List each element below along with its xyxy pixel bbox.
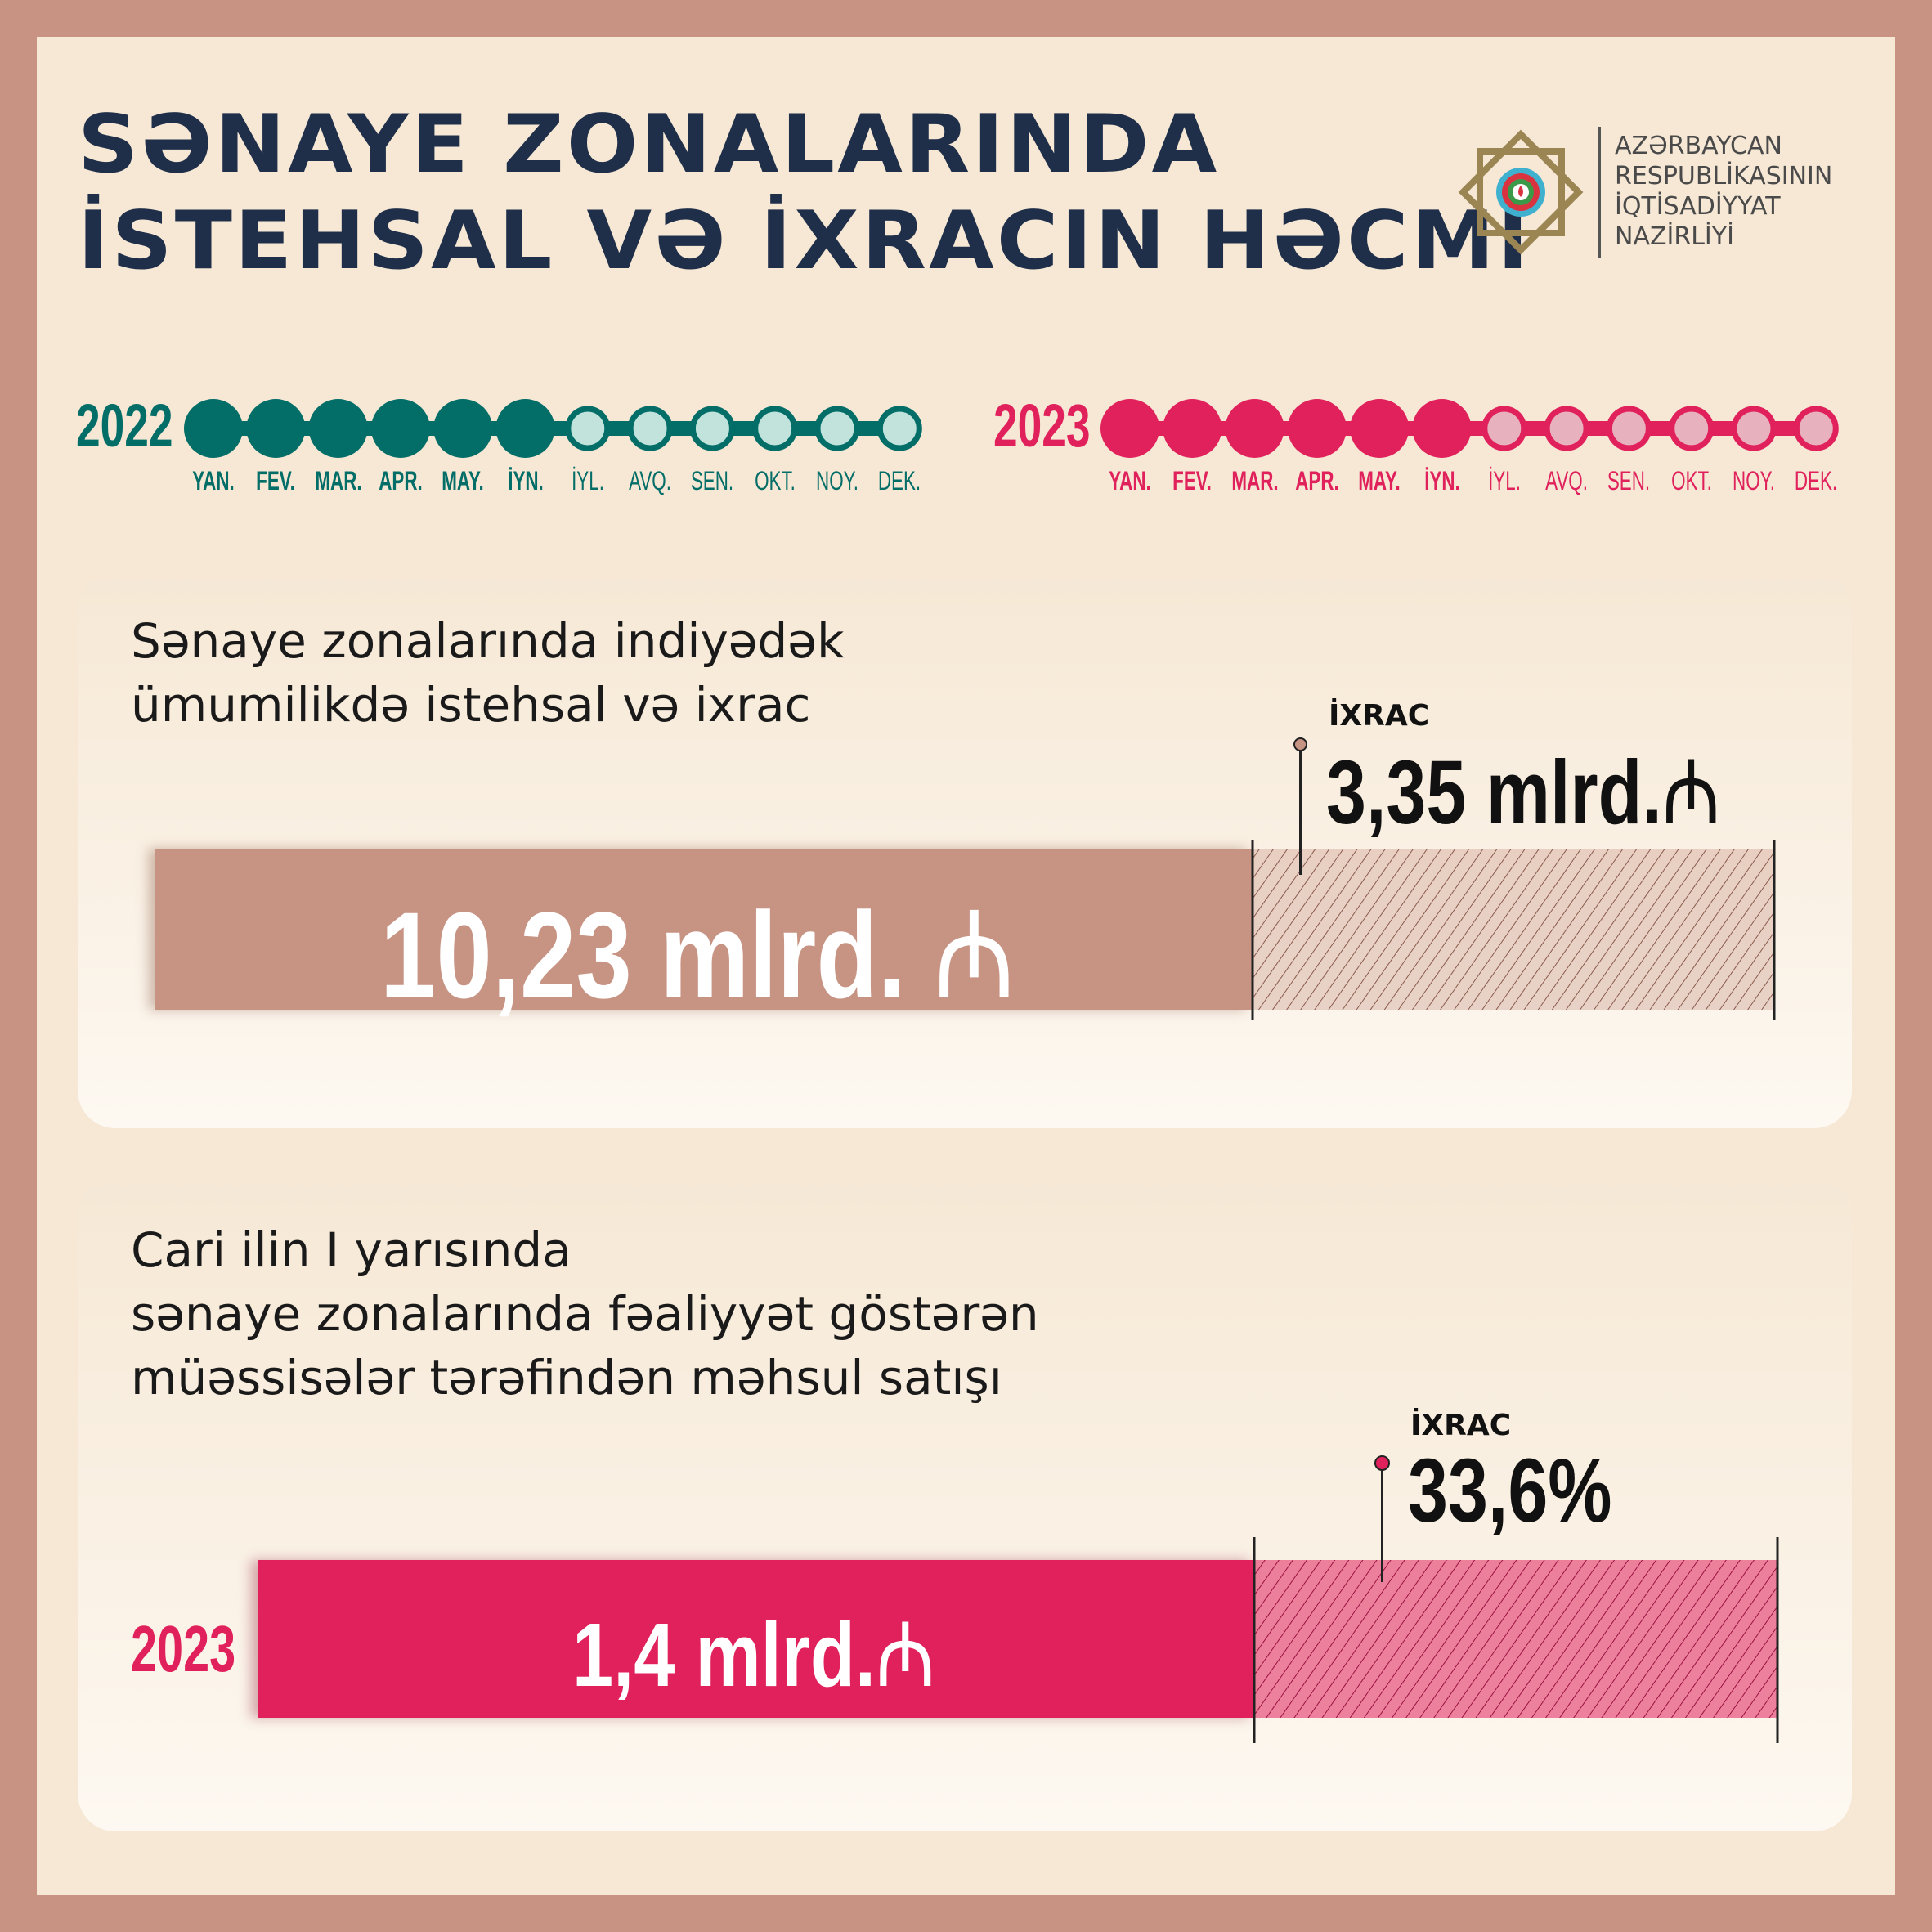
month-label: İYN. bbox=[1423, 466, 1460, 495]
month-dot-filled bbox=[1100, 399, 1159, 458]
month-dot-filled bbox=[1163, 399, 1222, 458]
manat-icon: ₼ bbox=[933, 886, 1015, 1024]
month-label: İYL. bbox=[1487, 466, 1521, 495]
total-value: 10,23 mlrd. ₼ bbox=[380, 886, 1015, 1024]
month-dot-filled bbox=[1225, 399, 1284, 458]
org-line: RESPUBLİKASININ bbox=[1615, 162, 1833, 191]
month-label: DEK. bbox=[878, 466, 921, 495]
export-label-2: İXRAC bbox=[1410, 1409, 1512, 1442]
export-value-2: 33,6% bbox=[1408, 1441, 1612, 1541]
month-label: APR. bbox=[379, 466, 423, 495]
card2-heading: Cari ilin I yarısında sənaye zonalarında… bbox=[131, 1218, 1039, 1410]
month-dot-empty bbox=[752, 406, 798, 451]
month-dot-filled bbox=[370, 399, 430, 458]
timeline-year-2022: 2022 bbox=[76, 392, 173, 459]
export-value-1: 3,35 mlrd.₼ bbox=[1326, 742, 1721, 843]
title-line-1: SƏNAYE ZONALARINDA bbox=[78, 98, 1220, 191]
month-dot-filled bbox=[1412, 399, 1472, 458]
month-label: İYN. bbox=[507, 466, 544, 495]
sales-year: 2023 bbox=[131, 1612, 236, 1685]
month-label: APR. bbox=[1295, 466, 1339, 495]
org-line: AZƏRBAYCAN bbox=[1615, 132, 1782, 160]
month-dot-empty bbox=[876, 406, 922, 451]
month-label: MAY. bbox=[1358, 466, 1401, 495]
month-dot-empty bbox=[1544, 406, 1589, 451]
pin-line bbox=[1381, 1464, 1383, 1582]
sales-value: 1,4 mlrd.₼ bbox=[572, 1605, 936, 1706]
manat-icon: ₼ bbox=[875, 1605, 936, 1706]
org-line: NAZİRLİYİ bbox=[1615, 222, 1734, 251]
month-dot-empty bbox=[814, 406, 860, 451]
timeline-2022 bbox=[184, 399, 922, 458]
manat-icon: ₼ bbox=[1661, 742, 1721, 843]
month-label: AVQ. bbox=[1545, 466, 1589, 495]
heading-line: sənaye zonalarında fəaliyyət göstərən bbox=[131, 1286, 1039, 1342]
month-dot-empty bbox=[565, 406, 611, 451]
month-dot-empty bbox=[627, 406, 673, 451]
month-dot-empty bbox=[689, 406, 735, 451]
month-label: İYL. bbox=[571, 466, 604, 495]
month-label: YAN. bbox=[192, 466, 235, 495]
month-label: AVQ. bbox=[629, 466, 672, 495]
ministry-logo bbox=[1458, 129, 1584, 255]
month-dot-empty bbox=[1793, 406, 1839, 451]
month-label: OKT. bbox=[1670, 466, 1712, 495]
month-dot-filled bbox=[1350, 399, 1410, 458]
month-dot-empty bbox=[1481, 406, 1527, 451]
org-line: İQTİSADİYYAT bbox=[1615, 192, 1781, 221]
export-label-1: İXRAC bbox=[1329, 699, 1430, 733]
ministry-name: AZƏRBAYCAN RESPUBLİKASININ İQTİSADİYYAT … bbox=[1615, 131, 1832, 252]
sales-bar bbox=[258, 1560, 1255, 1718]
title-line-2: İSTEHSAL VƏ İXRACIN HƏCMİ bbox=[78, 195, 1531, 288]
total-bar bbox=[155, 849, 1253, 1010]
timeline-2023 bbox=[1100, 399, 1839, 458]
month-label: NOY. bbox=[1733, 466, 1775, 495]
pin-dot bbox=[1374, 1455, 1390, 1471]
month-label: NOY. bbox=[816, 466, 858, 495]
month-label: MAY. bbox=[442, 466, 484, 495]
month-dot-empty bbox=[1669, 406, 1715, 451]
card1-heading: Sənaye zonalarında indiyədək ümumilikdə … bbox=[131, 609, 845, 737]
pin-line bbox=[1299, 744, 1302, 875]
month-dot-filled bbox=[184, 399, 243, 458]
month-dot-filled bbox=[246, 399, 306, 458]
page-title: SƏNAYE ZONALARINDA İSTEHSAL VƏ İXRACIN H… bbox=[78, 96, 1531, 289]
month-label: FEV. bbox=[256, 466, 296, 495]
month-label: SEN. bbox=[1607, 466, 1651, 495]
month-label: MAR. bbox=[314, 466, 362, 495]
month-label: YAN. bbox=[1109, 466, 1151, 495]
month-label: DEK. bbox=[1795, 466, 1838, 495]
heading-line: ümumilikdə istehsal və ixrac bbox=[131, 677, 811, 733]
logo-divider bbox=[1598, 127, 1601, 258]
month-label: FEV. bbox=[1172, 466, 1213, 495]
month-label: OKT. bbox=[754, 466, 796, 495]
month-label: MAR. bbox=[1230, 466, 1279, 495]
card-sales bbox=[78, 1177, 1852, 1831]
month-label: SEN. bbox=[691, 466, 734, 495]
month-dot-filled bbox=[1287, 399, 1347, 458]
heading-line: Sənaye zonalarında indiyədək bbox=[131, 613, 845, 669]
month-dot-filled bbox=[495, 399, 555, 458]
month-dot-empty bbox=[1731, 406, 1777, 451]
export-hatch-1 bbox=[1251, 840, 1776, 1020]
month-dot-empty bbox=[1606, 406, 1652, 451]
export-hatch-2 bbox=[1253, 1537, 1779, 1743]
timeline-year-2023: 2023 bbox=[993, 392, 1091, 459]
pin-dot bbox=[1293, 737, 1307, 751]
heading-line: Cari ilin I yarısında bbox=[131, 1222, 572, 1278]
month-dot-filled bbox=[308, 399, 368, 458]
month-dot-filled bbox=[433, 399, 493, 458]
heading-line: müəssisələr tərəfindən məhsul satışı bbox=[131, 1350, 1002, 1405]
